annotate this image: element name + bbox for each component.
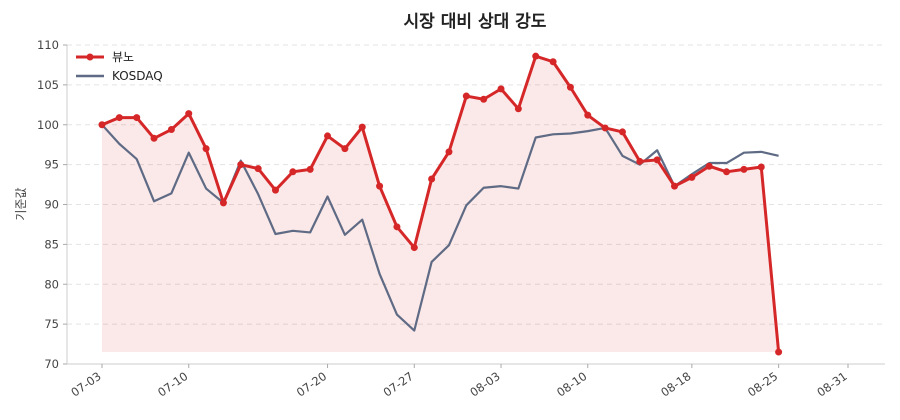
series-1-point [254, 165, 262, 173]
x-tick-label: 07-27 [381, 369, 416, 400]
series-1-point [532, 52, 540, 60]
series-1-point [480, 95, 488, 103]
area-fill-layer [102, 56, 848, 353]
series-line-2 [101, 124, 779, 332]
series-line-1 [101, 54, 781, 353]
series-1-point [618, 128, 626, 136]
series-1-point [167, 126, 175, 134]
series-1-point [428, 175, 436, 183]
chart-title: 시장 대비 상대 강도 [404, 12, 547, 32]
series-1-point [688, 173, 696, 181]
series-1-point [636, 157, 644, 165]
x-tick-label: 07-20 [294, 369, 329, 400]
series-1-point [462, 92, 470, 100]
x-tick-label: 08-03 [467, 369, 502, 400]
series-1-point [237, 161, 245, 169]
series-1-point [133, 114, 141, 122]
series-1-point [306, 165, 314, 173]
y-tick-label: 100 [37, 118, 59, 132]
y-tick-label: 110 [37, 38, 59, 52]
x-tick-labels: 07-03 07-10 07-20 07-27 08-03 08-10 08-18 08-25… [68, 364, 850, 400]
series-1-point [324, 132, 332, 140]
series-1-point [671, 182, 679, 190]
series-1-point [376, 182, 384, 190]
grid [67, 44, 885, 325]
series-1-point [514, 105, 522, 113]
legend-label-series-1: 뷰노 [112, 50, 134, 64]
series-1-point [566, 83, 574, 91]
series-1-point [393, 223, 401, 231]
series-1-point [705, 162, 713, 170]
series-1-point [185, 110, 193, 118]
series-1-point [584, 111, 592, 119]
y-tick-label: 70 [44, 357, 59, 371]
series-1-point [202, 145, 210, 153]
series-1-point [445, 148, 453, 156]
y-tick-labels: 70 75 80 85 90 95 100 105 110 [37, 38, 67, 371]
legend-marker-series-1 [86, 53, 94, 61]
x-tick-label: 07-03 [68, 369, 103, 400]
series-1-point [410, 244, 418, 252]
area-fill-series-1 [102, 56, 848, 353]
x-tick-label: 08-31 [814, 369, 849, 400]
y-tick-label: 75 [44, 317, 59, 331]
series-1-point [549, 58, 557, 66]
x-tick-label: 08-25 [745, 369, 780, 400]
series-1-point [653, 156, 661, 164]
series-1-point [150, 134, 158, 142]
series-1-point [358, 123, 366, 131]
y-tick-label: 105 [37, 78, 59, 92]
y-tick-label: 80 [44, 277, 59, 291]
series-1-point [115, 114, 123, 122]
x-tick-label: 08-18 [658, 369, 693, 400]
y-tick-label: 90 [44, 198, 59, 212]
series-1-point [740, 165, 748, 173]
series-1-point [723, 168, 731, 176]
y-tick-label: 85 [44, 237, 59, 251]
series-1-point [757, 163, 765, 171]
series-1-point [775, 348, 783, 356]
series-layer [98, 52, 783, 356]
y-axis-label: 기준값 [14, 187, 28, 220]
legend: 뷰노 KOSDAQ [76, 50, 163, 83]
series-1-point [497, 85, 505, 93]
series-1-point [601, 124, 609, 132]
series-1-point [98, 121, 106, 129]
x-tick-label: 07-10 [155, 369, 190, 400]
x-tick-label: 08-10 [554, 369, 589, 400]
series-1-point [341, 145, 349, 153]
series-1-point [271, 186, 279, 194]
series-1-point [289, 168, 297, 176]
series-1-point [219, 199, 227, 207]
legend-label-series-2: KOSDAQ [112, 69, 163, 83]
y-tick-label: 95 [44, 158, 59, 172]
